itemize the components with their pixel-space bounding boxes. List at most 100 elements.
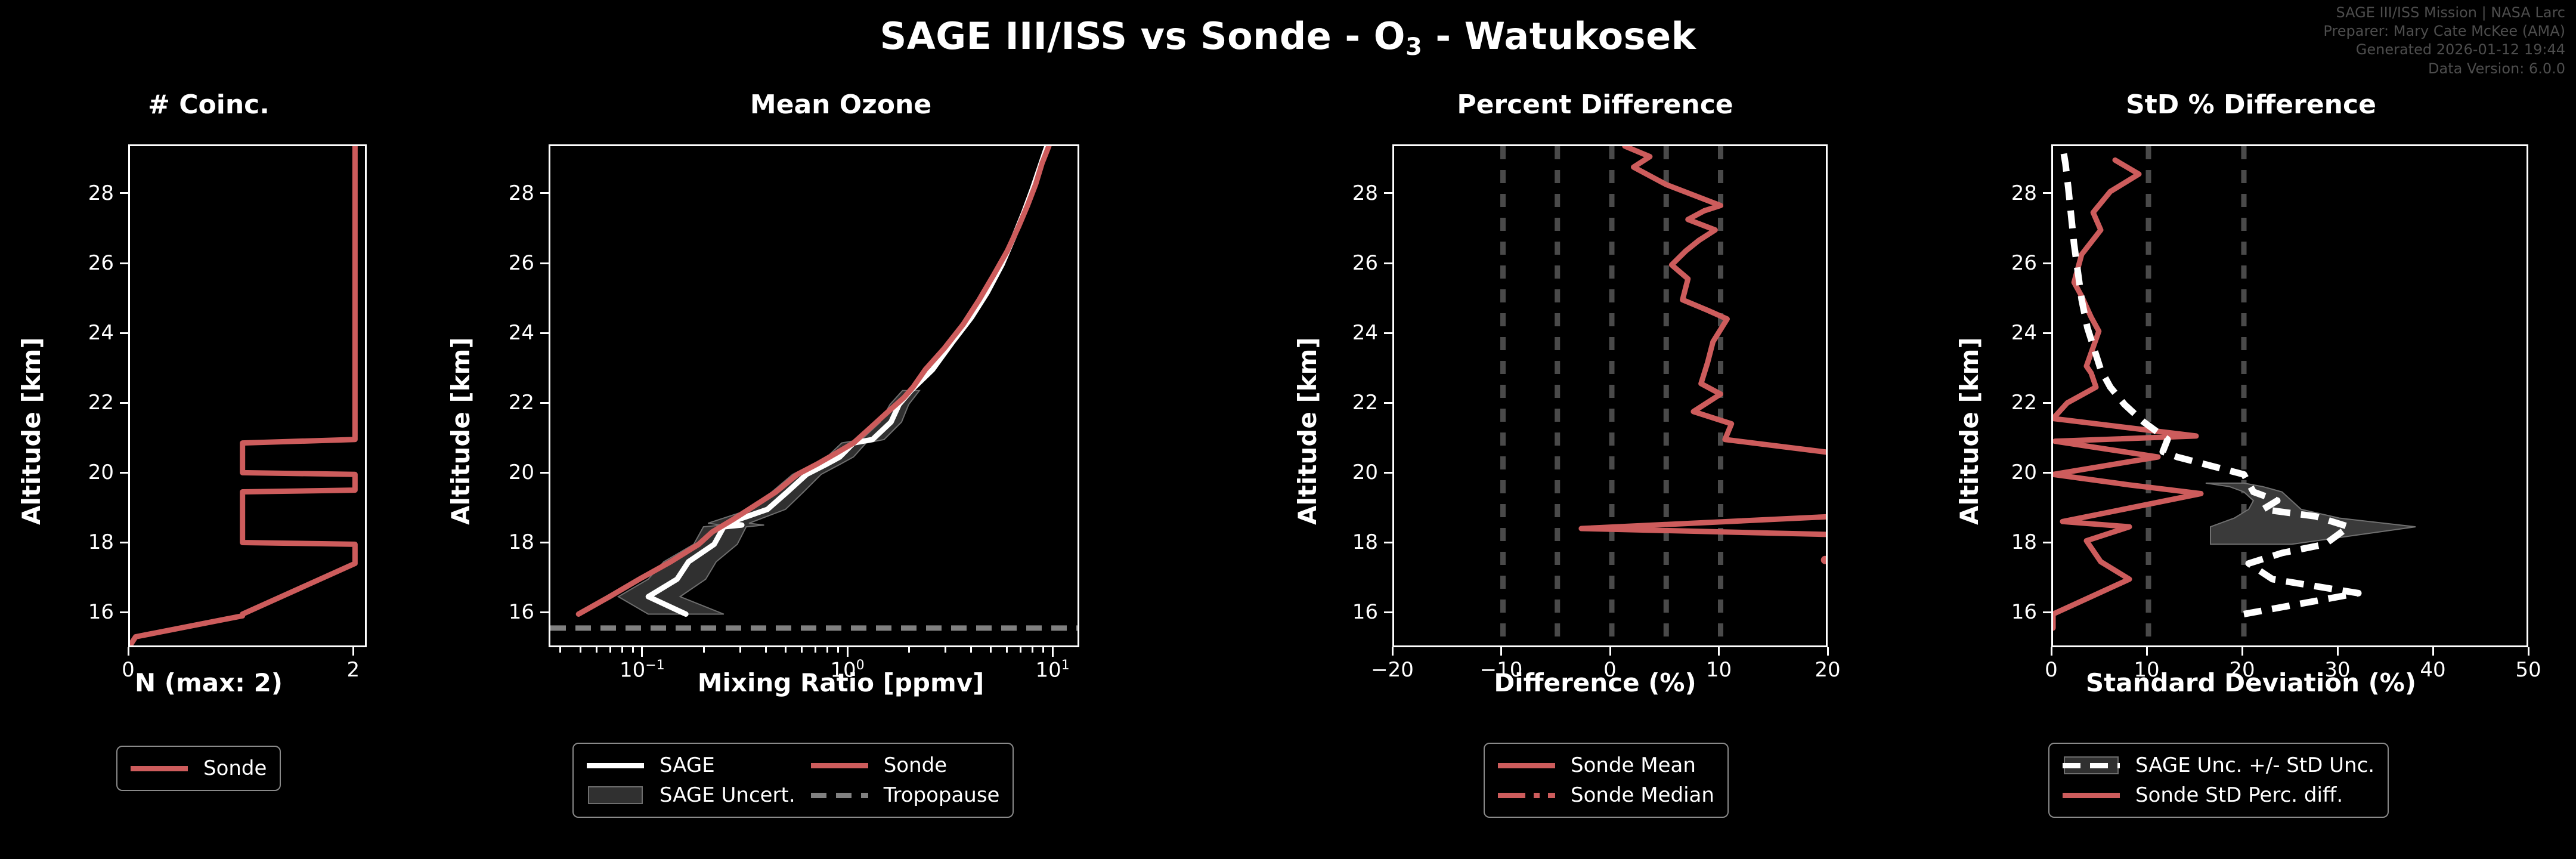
x-minor-tick-mark [826,647,829,653]
y-tick-mark [1384,332,1392,334]
y-tick-mark [1384,401,1392,404]
legend-entry-label: Sonde Median [1571,783,1714,807]
legend-entry-label: Sonde [883,753,948,777]
x-tick-label: −10 [1479,658,1523,682]
x-tick-mark [1609,647,1611,656]
y-tick-mark [1384,611,1392,613]
metadata-generated: Generated 2026-01-12 19:44 [2355,41,2565,58]
panel-std-difference-xlabel: Standard Deviation (%) [2085,668,2417,697]
y-tick-mark [120,611,128,613]
legend-entry-label: Sonde Mean [1571,753,1696,777]
x-minor-tick-mark [609,647,612,653]
y-tick-label: 16 [88,600,114,625]
y-tick-label: 28 [88,181,114,205]
y-tick-mark [120,401,128,404]
panel-percent-difference-ylabel: Altitude [km] [1293,337,1322,525]
x-minor-tick-mark [837,647,839,653]
y-tick-mark [2043,471,2051,474]
x-tick-label: 0 [2045,658,2058,682]
y-tick-mark [120,332,128,334]
legend-line-icon [587,762,644,768]
y-tick-mark [120,471,128,474]
legend-line-icon [1498,762,1555,768]
y-tick-label: 28 [2011,181,2037,205]
y-tick-label: 26 [2011,251,2037,276]
panel-coincidence-ylabel: Altitude [km] [17,337,46,525]
legend-swatch [1498,755,1555,775]
y-tick-mark [540,401,549,404]
x-tick-mark [2145,647,2148,656]
y-tick-mark [1384,262,1392,264]
panel-std-difference-title: StD % Difference [2126,89,2376,120]
panel-percent-difference-legend[interactable]: Sonde Mean Sonde Median [1484,743,1729,818]
y-tick-mark [2043,332,2051,334]
y-tick-label: 20 [2011,461,2037,485]
legend-entry-label: SAGE Uncert. [660,783,795,807]
y-tick-label: 18 [508,530,534,555]
x-tick-label: 2 [346,658,360,682]
panel-coincidence: # Coinc. Altitude [km] N (max: 2) Sonde … [0,0,417,859]
panel-coincidence-title: # Coinc. [148,89,270,120]
x-tick-mark [352,647,354,656]
x-minor-tick-mark [621,647,624,653]
x-tick-label: 101 [1035,658,1070,682]
panel-mean-ozone-legend[interactable]: SAGE Sonde SAGE Uncert. Tropopause [572,743,1014,818]
x-tick-label: 40 [2420,658,2446,682]
x-tick-mark [1391,647,1394,656]
y-tick-label: 28 [508,181,534,205]
panel-std-difference-legend[interactable]: SAGE Unc. +/- StD Unc. Sonde StD Perc. di… [2048,743,2389,818]
x-tick-mark [1051,647,1054,657]
x-minor-tick-mark [990,647,992,653]
x-tick-mark [127,647,129,656]
panel-coincidence-legend[interactable]: Sonde [116,746,281,791]
panel-percent-difference-plot [1500,146,1826,645]
x-tick-mark [2432,647,2434,656]
y-tick-mark [540,332,549,334]
x-minor-tick-mark [579,647,581,653]
legend-dashed-line-icon [2063,762,2120,768]
y-tick-mark [540,471,549,474]
x-tick-mark [846,647,849,657]
y-tick-mark [1384,471,1392,474]
x-minor-tick-mark [801,647,803,653]
panel-percent-difference: Percent Difference Altitude [km] Differe… [1264,0,1926,859]
x-tick-label: 20 [1815,658,1841,682]
y-tick-label: 18 [88,530,114,555]
suptitle-suffix: - Watukosek [1422,14,1696,58]
y-tick-mark [2043,401,2051,404]
x-tick-mark [1826,647,1829,656]
legend-swatch [810,785,868,805]
x-tick-label: −20 [1371,658,1414,682]
x-minor-tick-mark [764,647,767,653]
metadata-mission: SAGE III/ISS Mission | NASA Larc [2336,4,2565,21]
panel-std-difference-plot [2053,146,2416,645]
y-tick-mark [1384,541,1392,543]
y-tick-label: 22 [1352,391,1378,415]
x-minor-tick-mark [1020,647,1022,653]
panel-std-difference: StD % Difference Altitude [km] Standard … [1926,0,2576,859]
x-minor-tick-mark [815,647,817,653]
y-tick-mark [2043,192,2051,194]
y-tick-label: 26 [508,251,534,276]
figure-suptitle: SAGE III/ISS vs Sonde - O3 - Watukosek [0,14,2576,61]
y-tick-mark [120,541,128,543]
x-tick-mark [2336,647,2339,656]
legend-swatch [131,758,188,778]
y-tick-label: 22 [2011,391,2037,415]
legend-swatch [587,755,644,775]
x-minor-tick-mark [1006,647,1008,653]
x-minor-tick-mark [559,647,562,653]
x-tick-mark [2050,647,2052,656]
legend-entry-label: Sonde StD Perc. diff. [2135,783,2343,807]
x-minor-tick-mark [739,647,741,653]
y-tick-label: 20 [508,461,534,485]
y-tick-label: 22 [508,391,534,415]
legend-line-icon [810,792,868,798]
y-tick-mark [120,192,128,194]
x-tick-mark [2527,647,2529,656]
panel-percent-difference-xlabel: Difference (%) [1494,668,1696,697]
x-tick-label: 0 [1603,658,1617,682]
y-tick-label: 28 [1352,181,1378,205]
y-tick-label: 26 [88,251,114,276]
